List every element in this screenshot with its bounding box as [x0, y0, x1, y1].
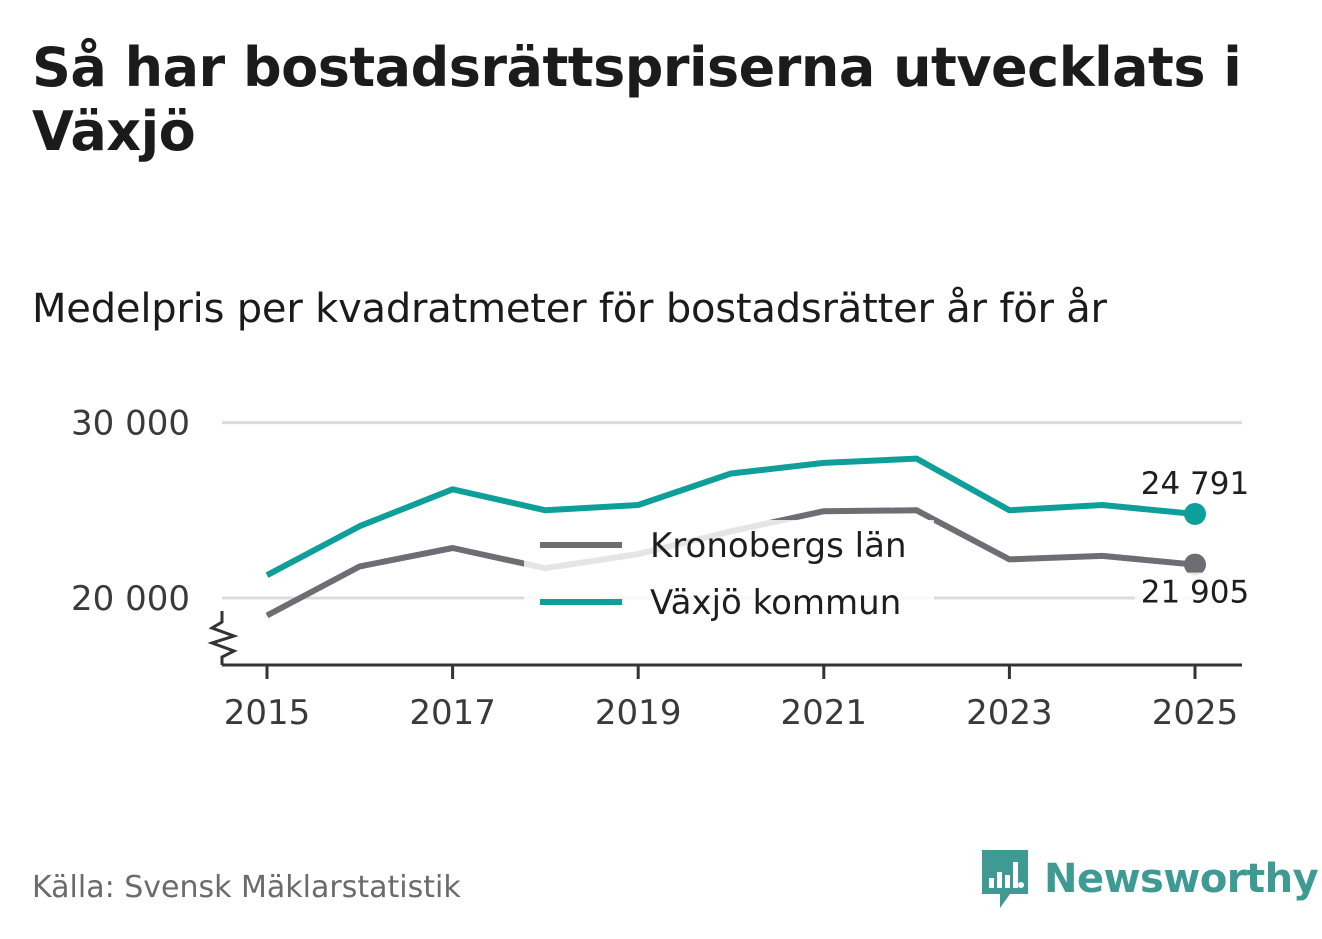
axes: 2015 2017 2019 2021 2023 2025 — [207, 611, 1242, 733]
brand-name: Newsworthy — [1044, 856, 1319, 902]
legend: Kronobergs län Växjö kommun — [524, 520, 934, 632]
line-chart: 20 000 30 000 2015 2017 2019 2021 2023 2025 Kr… — [71, 403, 1255, 733]
x-tick-label: 2017 — [409, 693, 496, 733]
x-tick-label: 2025 — [1152, 693, 1239, 733]
x-tick-label: 2015 — [224, 693, 311, 733]
axis-break-icon — [207, 611, 239, 665]
end-point-marker — [1184, 553, 1206, 576]
x-tick-label: 2021 — [781, 693, 868, 733]
end-label-background — [1135, 572, 1255, 611]
series-line-vaxjo-kommun — [265, 455, 1196, 578]
y-tick-label: 20 000 — [71, 579, 190, 619]
y-axis-labels: 20 000 30 000 — [71, 404, 190, 619]
end-point-marker — [1184, 502, 1206, 525]
x-tick-label: 2019 — [595, 693, 682, 733]
chart-title: Så har bostadsrättspriserna utvecklats i… — [32, 36, 1242, 163]
chart-subtitle: Medelpris per kvadratmeter för bostadsrä… — [32, 286, 1107, 332]
brand-logo: Newsworthy — [980, 848, 1319, 910]
end-value-label: 21 905 — [1141, 575, 1249, 611]
end-points: 21 905 24 791 — [1135, 466, 1255, 611]
legend-label: Växjö kommun — [650, 583, 901, 623]
legend-label: Kronobergs län — [650, 526, 907, 566]
y-tick-label: 30 000 — [71, 404, 190, 444]
x-tick-label: 2023 — [966, 693, 1053, 733]
end-value-label: 24 791 — [1141, 466, 1249, 502]
source-note: Källa: Svensk Mäklarstatistik — [32, 870, 461, 905]
legend-background — [524, 520, 934, 632]
newsworthy-logo-icon — [982, 850, 1028, 908]
